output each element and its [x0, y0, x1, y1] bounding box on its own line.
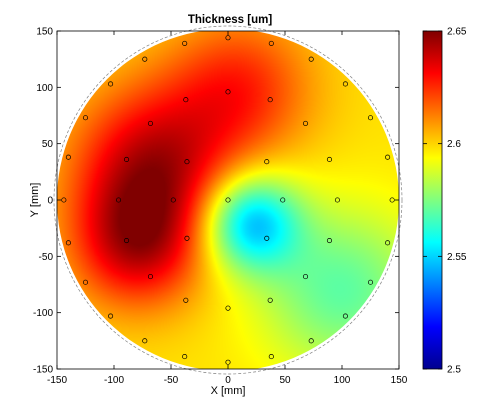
- measurement-point: [225, 305, 231, 311]
- colorbar-tick-label: 2.65: [447, 27, 467, 38]
- measurement-point: [334, 197, 340, 203]
- plot-area: -150 -100 -50 0 50 100 150 150100500-50-100-15…: [33, 25, 408, 386]
- measurement-point: [108, 313, 114, 319]
- measurement-point: [142, 338, 148, 344]
- measurement-point: [82, 115, 89, 121]
- measurement-point: [61, 197, 67, 203]
- measurement-point: [367, 279, 374, 285]
- x-tick-label: 150: [391, 375, 408, 386]
- colorbar: 2.5 2.55 2.6 2.65: [422, 27, 467, 376]
- measurement-point: [268, 40, 274, 46]
- x-tick-label: 0: [225, 375, 231, 386]
- y-axis-ticks: 150 100 50 0 -50 -100 -150: [33, 27, 399, 376]
- measurement-point: [267, 297, 273, 303]
- measurement-point: [367, 115, 374, 121]
- measurement-point: [65, 240, 71, 246]
- colorbar-tick-label: 2.55: [447, 252, 467, 263]
- measurement-point: [302, 274, 309, 280]
- x-tick-label: 50: [279, 375, 291, 386]
- measurement-point: [385, 240, 391, 246]
- measurement-point: [65, 154, 71, 160]
- measurement-point: [264, 235, 270, 241]
- y-tick-label: -50: [39, 252, 54, 263]
- measurement-point: [308, 56, 314, 62]
- y-tick-label: 50: [42, 139, 54, 150]
- measurement-point: [385, 154, 391, 160]
- measurement-point: [225, 35, 231, 41]
- colorbar-ticks: 2.5 2.55 2.6 2.65: [423, 27, 467, 376]
- x-tick-label: -50: [164, 375, 179, 386]
- measurement-point: [184, 235, 190, 241]
- measurement-point: [123, 156, 130, 162]
- colorbar-gradient: [422, 30, 443, 370]
- measurement-point: [308, 338, 314, 344]
- measurement-point: [342, 81, 348, 87]
- measurement-points: [61, 35, 395, 365]
- measurement-point: [183, 97, 189, 103]
- measurement-point: [225, 89, 231, 95]
- wafer-edge-circle: [53, 25, 403, 375]
- measurement-point: [108, 81, 114, 87]
- measurement-point: [326, 156, 333, 162]
- y-axis-label: Y [mm]: [29, 183, 41, 218]
- y-tick-label: -150: [33, 365, 53, 376]
- y-tick-label: 100: [36, 83, 53, 94]
- x-axis-label: X [mm]: [211, 385, 246, 397]
- y-tick-label: 150: [36, 27, 53, 38]
- measurement-point: [326, 238, 333, 244]
- measurement-point: [264, 159, 270, 165]
- measurement-point: [142, 56, 148, 62]
- measurement-point: [225, 359, 231, 365]
- measurement-point: [147, 120, 154, 126]
- measurement-point: [82, 279, 89, 285]
- measurement-point: [225, 197, 231, 203]
- colorbar-tick-label: 2.6: [447, 139, 461, 150]
- y-tick-label: -100: [33, 308, 53, 319]
- measurement-point: [182, 354, 188, 360]
- measurement-point: [267, 97, 273, 103]
- measurement-point: [268, 354, 274, 360]
- x-axis-ticks: -150 -100 -50 0 50 100 150: [47, 31, 408, 386]
- measurement-point: [280, 197, 286, 203]
- measurement-point: [184, 159, 190, 165]
- y-tick-label: 0: [47, 196, 53, 207]
- measurement-point: [183, 297, 189, 303]
- measurement-point: [170, 197, 176, 203]
- measurement-point: [302, 120, 309, 126]
- measurement-point: [182, 40, 188, 46]
- x-tick-label: -100: [104, 375, 124, 386]
- colorbar-tick-label: 2.5: [447, 365, 461, 376]
- x-tick-label: -150: [47, 375, 67, 386]
- measurement-point: [147, 274, 154, 280]
- thickness-heatmap: [57, 31, 399, 369]
- measurement-point: [389, 197, 395, 203]
- x-tick-label: 100: [334, 375, 351, 386]
- measurement-point: [123, 238, 130, 244]
- measurement-point: [342, 313, 348, 319]
- measurement-point: [116, 197, 122, 203]
- chart-title: Thickness [um]: [188, 14, 273, 26]
